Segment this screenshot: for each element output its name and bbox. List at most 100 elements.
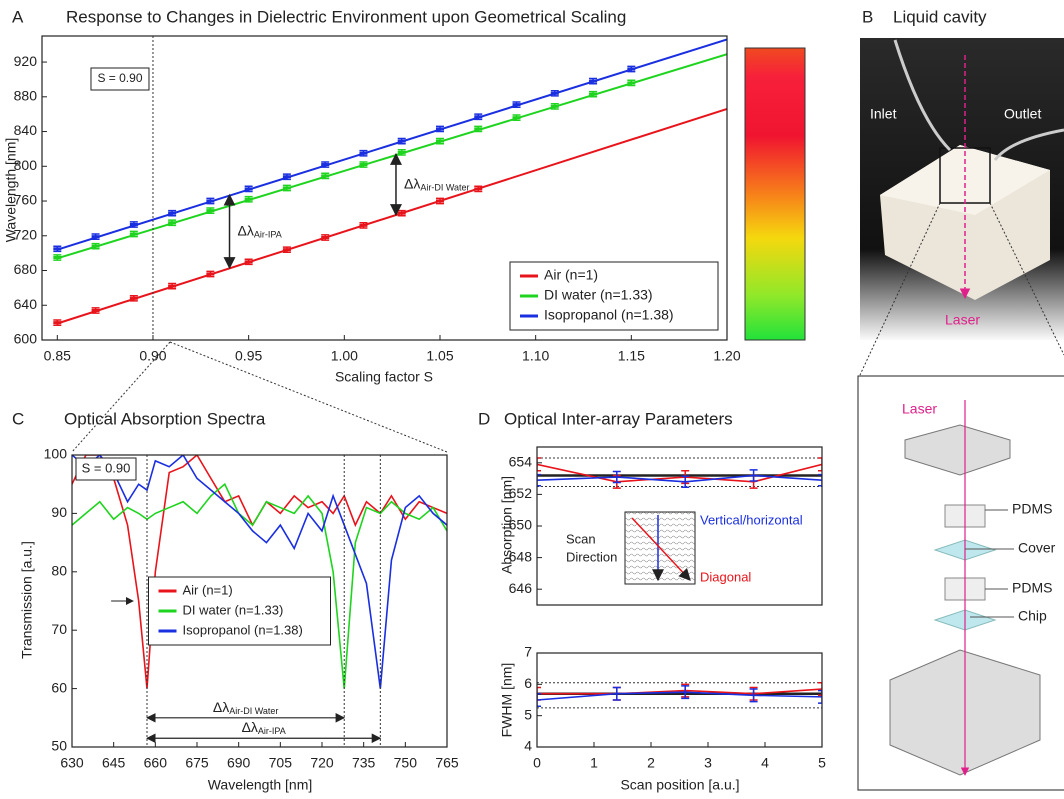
diagram-label: Chip — [1018, 608, 1047, 624]
point — [321, 163, 329, 166]
marker-label: S = 0.90 — [97, 71, 142, 85]
x-tick-label: 675 — [185, 755, 209, 771]
legend-label: Isopropanol (n=1.38) — [183, 622, 303, 637]
photo-label: Outlet — [1004, 106, 1041, 122]
x-tick-label: 660 — [144, 755, 168, 771]
point — [627, 81, 635, 84]
panel-label: A — [12, 7, 24, 26]
point — [359, 152, 367, 155]
fit-line — [57, 54, 727, 258]
point — [245, 198, 253, 201]
x-tick-label: 720 — [310, 755, 334, 771]
arrow-label: ΔλAir-IPA — [238, 222, 282, 240]
x-tick-label: 0 — [533, 755, 541, 771]
x-tick-label: 3 — [704, 755, 712, 771]
y-tick-label: 760 — [14, 192, 38, 208]
x-tick-label: 0.90 — [139, 348, 166, 364]
point — [398, 140, 406, 143]
x-axis-label: Wavelength [nm] — [208, 777, 313, 793]
y-tick-label: 70 — [51, 621, 67, 637]
plot-area — [72, 455, 447, 689]
diagram-label: PDMS — [1012, 501, 1052, 517]
y-tick-label: 640 — [14, 296, 38, 312]
point — [436, 127, 444, 130]
legend-label: Air (n=1) — [544, 267, 598, 283]
fit-line — [57, 39, 727, 249]
y-tick-label: 800 — [14, 157, 38, 173]
subscript: Air-IPA — [258, 727, 286, 737]
point — [245, 260, 253, 263]
photo-title: Liquid cavity — [893, 7, 987, 26]
inset-label: Vertical/horizontal — [700, 512, 803, 527]
x-tick-label: 750 — [394, 755, 418, 771]
plot-frame — [537, 653, 822, 747]
point — [398, 151, 406, 154]
y-tick-label: 600 — [14, 331, 38, 347]
delta: Δλ — [213, 699, 229, 715]
inset-text: Direction — [566, 549, 617, 564]
point — [168, 285, 176, 288]
chart-title: Optical Absorption Spectra — [64, 409, 266, 428]
point — [206, 272, 214, 275]
chart-title: Optical Inter-array Parameters — [504, 409, 733, 428]
delta: Δλ — [242, 719, 258, 735]
chart-title: Response to Changes in Dielectric Enviro… — [66, 7, 626, 26]
y-tick-label: 4 — [524, 738, 532, 754]
x-tick-label: 690 — [227, 755, 251, 771]
point — [474, 127, 482, 130]
y-tick-label: 654 — [509, 454, 533, 470]
x-tick-label: 1.15 — [618, 348, 645, 364]
zoom-line — [170, 342, 447, 452]
point — [168, 212, 176, 215]
x-tick-label: 1.20 — [713, 348, 740, 364]
note: S = 0.90 — [82, 460, 131, 475]
y-tick-label: 90 — [51, 504, 67, 520]
x-tick-label: 0.95 — [235, 348, 262, 364]
legend-label: Air (n=1) — [183, 582, 233, 597]
subscript: Air-DI Water — [229, 706, 278, 716]
point — [359, 224, 367, 227]
y-tick-label: 880 — [14, 88, 38, 104]
point — [168, 221, 176, 224]
x-tick-label: 645 — [102, 755, 126, 771]
series-line — [72, 455, 447, 689]
point — [206, 209, 214, 212]
delta: Δλ — [404, 175, 420, 191]
plot-area — [533, 458, 826, 488]
x-tick-label: 630 — [60, 755, 84, 771]
y-tick-label: 720 — [14, 226, 38, 242]
arrow-label: ΔλAir-DI Water — [213, 699, 279, 717]
y-tick-label: 100 — [44, 446, 68, 462]
y-tick-label: 7 — [524, 644, 532, 660]
inset-text: Scan — [566, 531, 596, 546]
point — [130, 233, 138, 236]
x-tick-label: 765 — [435, 755, 459, 771]
y-axis-label: FWHM [nm] — [499, 663, 515, 738]
arrow-label: ΔλAir-DI Water — [404, 175, 470, 193]
point — [92, 245, 100, 248]
point — [53, 256, 61, 259]
y-axis-label: Transmission [a.u.] — [19, 541, 35, 659]
arrow-label: ΔλAir-IPA — [242, 719, 286, 737]
point — [53, 321, 61, 324]
point — [551, 92, 559, 95]
point — [130, 297, 138, 300]
inset-label: Diagonal — [700, 569, 751, 584]
x-axis-label: Scan position [a.u.] — [620, 777, 739, 793]
plot-area — [533, 683, 826, 708]
point — [283, 187, 291, 190]
legend-label: DI water (n=1.33) — [183, 602, 284, 617]
point — [245, 187, 253, 190]
y-tick-label: 648 — [509, 548, 533, 564]
y-tick-label: 6 — [524, 675, 532, 691]
y-tick-label: 60 — [51, 679, 67, 695]
y-tick-label: 80 — [51, 563, 67, 579]
diagram-label: Laser — [902, 401, 937, 417]
point — [551, 105, 559, 108]
delta: Δλ — [238, 222, 254, 238]
legend-label: DI water (n=1.33) — [544, 287, 653, 303]
point — [321, 236, 329, 239]
x-tick-label: 735 — [352, 755, 376, 771]
x-tick-label: 2 — [647, 755, 655, 771]
x-tick-label: 0.85 — [44, 348, 71, 364]
